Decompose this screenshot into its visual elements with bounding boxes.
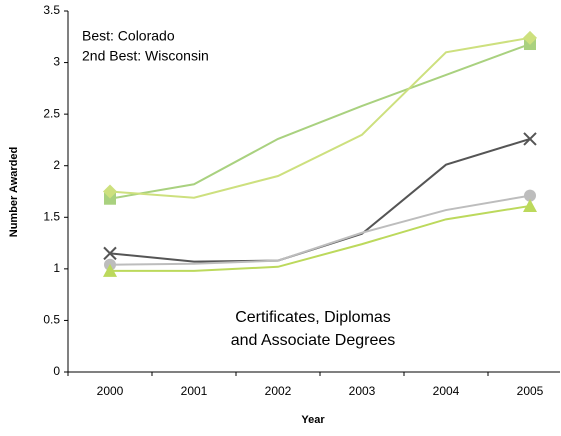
- marker: [523, 132, 537, 146]
- y-axis-label: Number Awarded: [8, 147, 20, 237]
- line: [110, 204, 531, 272]
- line: [109, 194, 531, 266]
- annotation: 2nd Best: Wisconsin: [82, 48, 209, 64]
- line: [109, 43, 531, 200]
- y-tick-label: 3.5: [43, 3, 60, 17]
- marker: [103, 246, 117, 261]
- x-tick-label: 2005: [517, 384, 544, 398]
- marker: [103, 263, 117, 277]
- y-tick-label: 2: [53, 158, 60, 172]
- y-tick-label: 0: [53, 364, 60, 378]
- marker: [103, 184, 117, 199]
- line: [109, 137, 531, 263]
- x-tick-label: 2003: [349, 384, 376, 398]
- x-tick-label: 2004: [433, 384, 460, 398]
- y-tick-label: 0.5: [43, 313, 60, 327]
- x-tick-label: 2000: [97, 384, 124, 398]
- x-tick-label: 2001: [181, 384, 208, 398]
- x-tick-label: 2002: [265, 384, 292, 398]
- y-tick-label: 3: [53, 55, 60, 69]
- y-tick-label: 1.5: [43, 209, 60, 223]
- caption: and Associate Degrees: [231, 332, 396, 349]
- caption: Certificates, Diplomas: [235, 309, 391, 326]
- annotation: Best: Colorado: [82, 28, 175, 44]
- marker: [523, 198, 537, 212]
- line: [109, 36, 531, 199]
- x-axis-label: Year: [301, 414, 325, 426]
- marker: [104, 192, 116, 205]
- y-tick-label: 1: [53, 261, 60, 275]
- marker: [523, 30, 537, 45]
- y-tick-label: 2.5: [43, 106, 60, 120]
- marker: [524, 189, 536, 202]
